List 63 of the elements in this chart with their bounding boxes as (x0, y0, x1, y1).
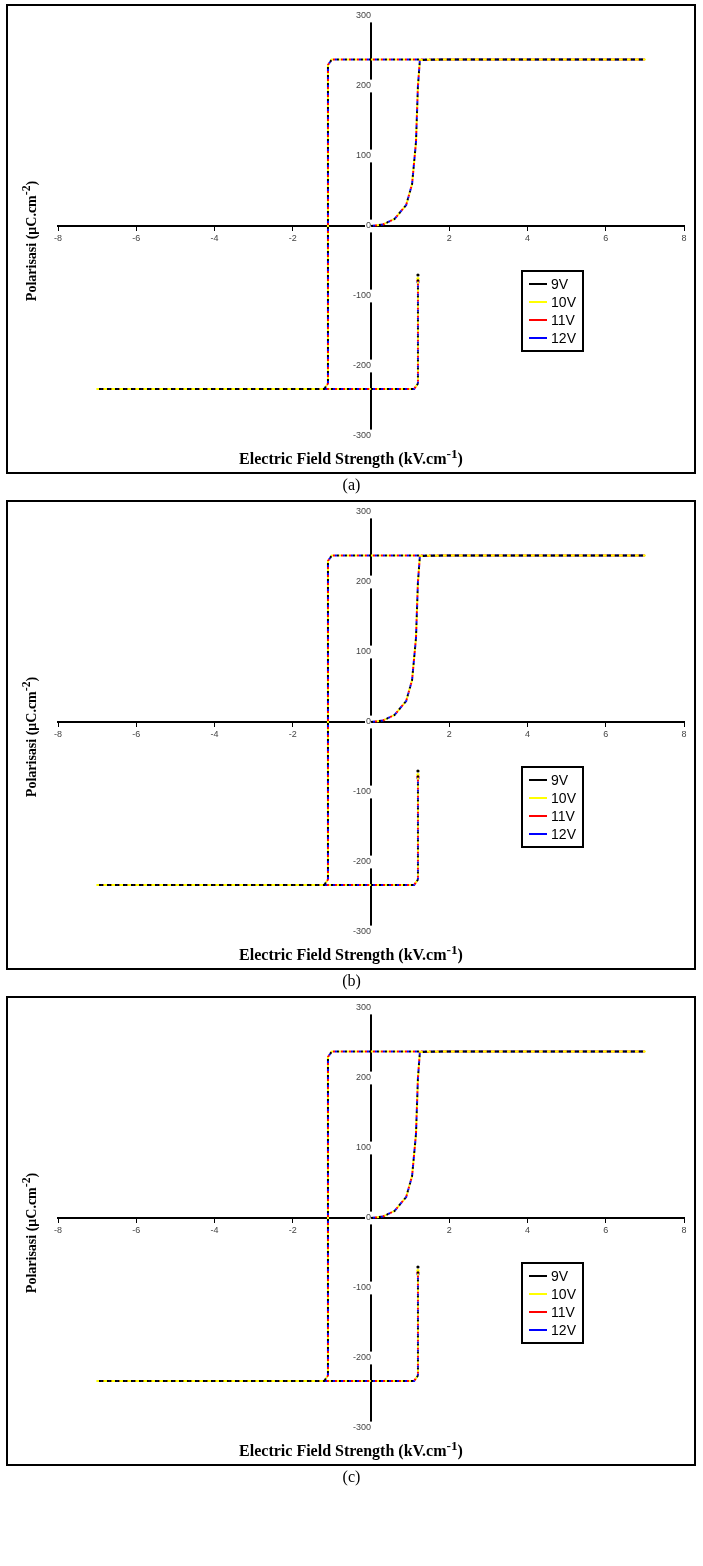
y-tick-label: -200 (352, 856, 371, 867)
y-tick-label: -100 (352, 786, 371, 797)
text: (c) (341, 1467, 362, 1488)
x-axis-title: Electric Field Strength (kV.cm$^{-1}$) (238, 941, 464, 964)
x-tick-label: -8 (53, 728, 63, 739)
y-tick-label: -300 (352, 1422, 371, 1433)
x-tick-label: -6 (132, 728, 141, 739)
y-tick-label: 300 (355, 1002, 371, 1013)
x-tick-label: -4 (210, 232, 219, 243)
x-tick-label: -4 (210, 728, 219, 739)
y-tick-label: 300 (355, 10, 371, 21)
legend-label: 11V (551, 1304, 575, 1320)
text: (a) (341, 475, 362, 496)
y-tick-label: 200 (355, 80, 371, 91)
x-tick-label: -2 (288, 1224, 297, 1235)
y-tick-label: -100 (352, 1282, 371, 1293)
x-tick-label: 4 (524, 728, 531, 739)
x-tick-label: 8 (681, 728, 687, 739)
x-axis-title: Electric Field Strength (kV.cm$^{-1}$) (238, 445, 464, 468)
legend-label: 10V (551, 1286, 576, 1302)
x-tick-label: 4 (524, 1224, 531, 1235)
y-tick-label: -200 (352, 360, 371, 371)
y-tick-label: 200 (355, 1072, 371, 1083)
y-tick-label: 200 (355, 576, 371, 587)
y-tick-label: -200 (352, 1352, 371, 1363)
y-tick-label: 0 (365, 716, 371, 727)
x-tick-label: 6 (603, 1224, 609, 1235)
text: (b) (341, 971, 362, 992)
y-tick-label: 0 (365, 220, 371, 231)
y-tick-label: 100 (355, 150, 371, 161)
y-tick-label: 0 (365, 1212, 371, 1223)
legend-label: 10V (551, 294, 576, 310)
x-tick-label: 2 (446, 1224, 452, 1235)
y-tick-label: 100 (355, 646, 371, 657)
x-axis-title: Electric Field Strength (kV.cm$^{-1}$) (238, 1437, 464, 1460)
x-tick-label: 8 (681, 1224, 687, 1235)
x-tick-label: -6 (132, 232, 141, 243)
x-tick-label: -8 (53, 232, 63, 243)
x-tick-label: 2 (446, 728, 452, 739)
y-tick-label: -300 (352, 430, 371, 441)
x-tick-label: -2 (288, 728, 297, 739)
x-tick-label: -8 (53, 1224, 63, 1235)
legend-label: 12V (551, 826, 576, 842)
y-tick-label: -300 (352, 926, 371, 937)
y-tick-label: -100 (352, 290, 371, 301)
x-tick-label: -6 (132, 1224, 141, 1235)
legend-label: 12V (551, 330, 576, 346)
legend-label: 12V (551, 1322, 576, 1338)
x-tick-label: 2 (446, 232, 452, 243)
y-tick-label: 300 (355, 506, 371, 517)
legend-label: 10V (551, 790, 576, 806)
legend-label: 9V (551, 276, 569, 292)
legend-label: 11V (551, 312, 575, 328)
legend-label: 9V (551, 772, 569, 788)
x-tick-label: 4 (524, 232, 531, 243)
x-tick-label: -2 (288, 232, 297, 243)
x-tick-label: 8 (681, 232, 687, 243)
x-tick-label: 6 (603, 232, 609, 243)
legend-label: 11V (551, 808, 575, 824)
x-tick-label: 6 (603, 728, 609, 739)
legend-label: 9V (551, 1268, 569, 1284)
x-tick-label: -4 (210, 1224, 219, 1235)
y-tick-label: 100 (355, 1142, 371, 1153)
